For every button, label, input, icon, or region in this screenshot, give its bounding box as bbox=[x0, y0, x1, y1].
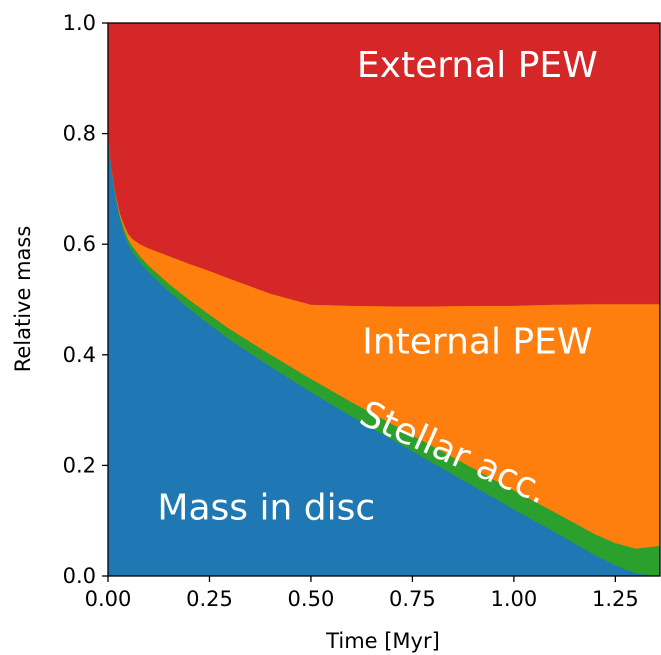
x-tick-label: 0.75 bbox=[389, 587, 436, 611]
x-tick-label: 1.00 bbox=[490, 587, 537, 611]
y-axis-title: Relative mass bbox=[11, 226, 35, 373]
plot-frame bbox=[107, 22, 661, 577]
y-tick-label: 0.2 bbox=[63, 453, 96, 477]
y-tick-label: 0.6 bbox=[63, 232, 96, 256]
y-tick-label: 0.0 bbox=[63, 564, 96, 588]
area-label-external-pew: External PEW bbox=[357, 45, 598, 86]
y-tick-label: 0.4 bbox=[63, 343, 96, 367]
area-layers bbox=[107, 22, 661, 577]
x-tick-label: 0.25 bbox=[186, 587, 233, 611]
y-tick-label: 1.0 bbox=[63, 11, 96, 35]
y-tick-label: 0.8 bbox=[63, 122, 96, 146]
area-label-internal-pew: Internal PEW bbox=[362, 322, 592, 363]
x-axis-title: Time [Myr] bbox=[325, 629, 440, 653]
axes: 0.00 0.25 0.50 0.75 1.00 1.25 0.0 0.2 0.4 0.6 0.8 1… bbox=[63, 11, 661, 611]
x-tick-label: 0.00 bbox=[85, 587, 132, 611]
area-label-mass-in-disc: Mass in disc bbox=[157, 488, 375, 529]
x-tick-label: 1.25 bbox=[592, 587, 639, 611]
x-tick-label: 0.50 bbox=[288, 587, 335, 611]
